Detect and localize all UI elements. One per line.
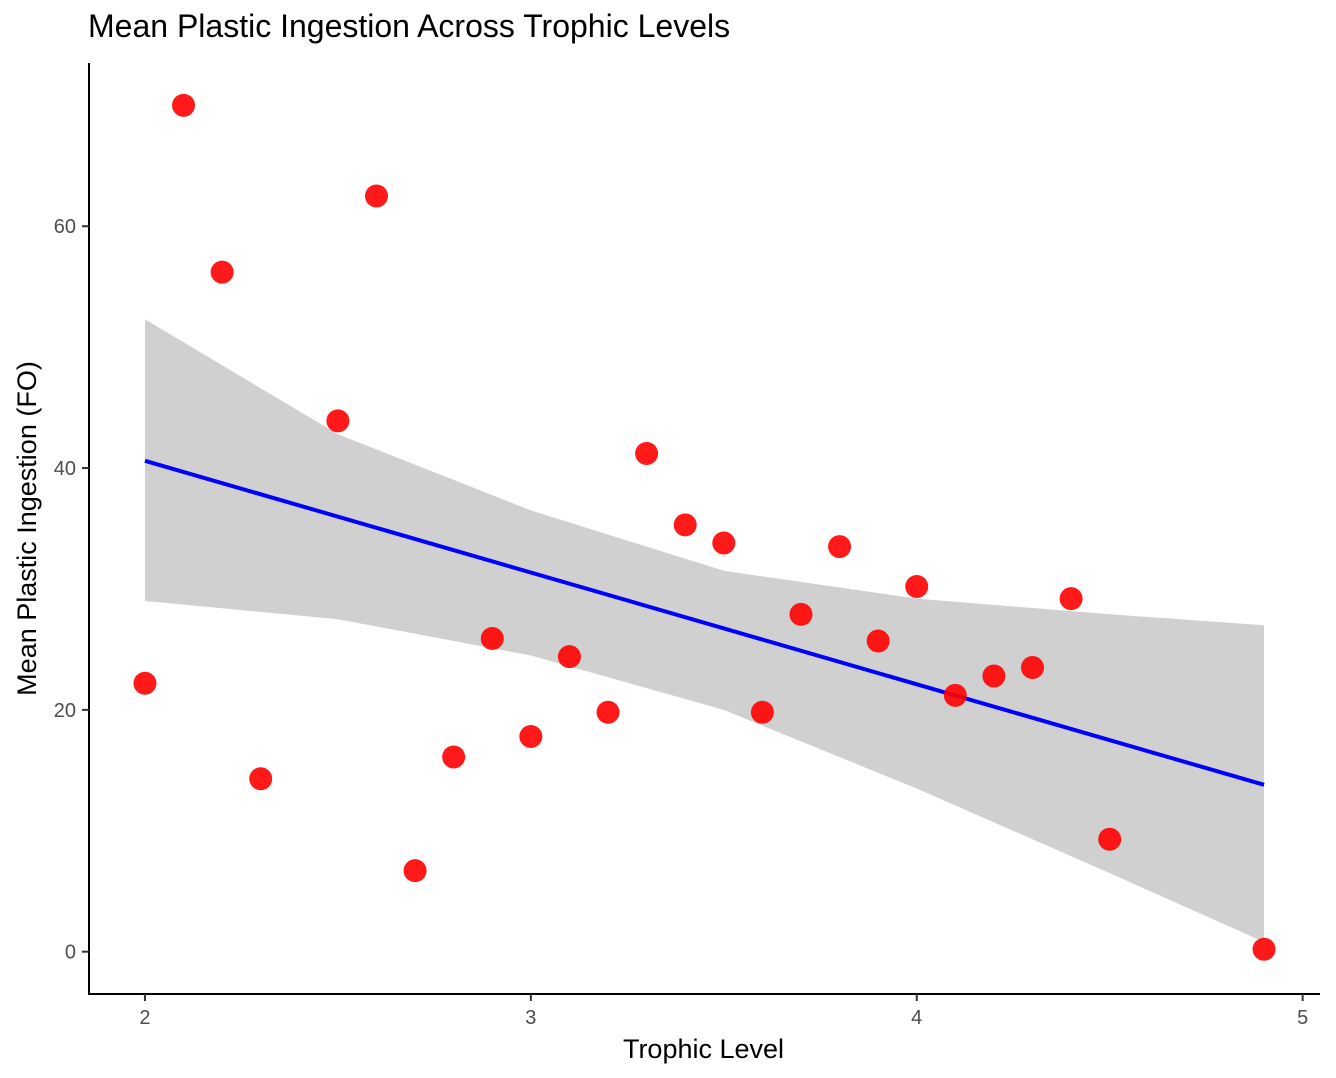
y-tick-label-0: 0 [65, 942, 76, 964]
data-point-17 [828, 535, 852, 559]
y-tick-label-60: 60 [54, 216, 76, 238]
data-point-11 [596, 700, 620, 724]
data-point-23 [1059, 587, 1083, 611]
x-tick-label-4: 4 [911, 1007, 922, 1029]
data-point-2 [210, 260, 234, 284]
data-point-5 [364, 184, 388, 208]
x-tick-label-2: 2 [139, 1007, 150, 1029]
data-point-12 [635, 442, 659, 466]
data-point-21 [982, 664, 1006, 688]
data-point-9 [519, 724, 543, 748]
confidence-band-layer [145, 319, 1264, 942]
data-point-15 [750, 700, 774, 724]
data-point-8 [480, 627, 504, 651]
fit-line-layer [144, 458, 1265, 787]
y-tick-label-40: 40 [54, 458, 76, 480]
data-point-10 [557, 645, 581, 669]
axes-layer: 2 3 4 5 0 20 40 60 Trophic Level Mean Plastic Ing… [12, 63, 1320, 1064]
data-point-4 [326, 409, 350, 433]
points-layer [133, 93, 1276, 961]
data-point-14 [712, 531, 736, 555]
data-point-19 [905, 575, 929, 599]
regression-line [144, 458, 1265, 787]
x-axis-title: Trophic Level [623, 1034, 784, 1064]
y-tick-label-20: 20 [54, 700, 76, 722]
data-point-16 [789, 602, 813, 626]
y-axis-title: Mean Plastic Ingestion (FO) [12, 361, 42, 696]
data-point-6 [403, 859, 427, 883]
data-point-7 [442, 745, 466, 769]
data-point-13 [673, 513, 697, 537]
chart-title: Mean Plastic Ingestion Across Trophic Le… [88, 8, 731, 44]
data-point-1 [172, 93, 196, 117]
data-point-20 [943, 683, 967, 707]
data-point-25 [1252, 937, 1276, 961]
data-point-3 [249, 767, 273, 791]
data-point-0 [133, 671, 157, 695]
x-tick-label-5: 5 [1297, 1007, 1308, 1029]
data-point-24 [1098, 827, 1122, 851]
confidence-band [145, 319, 1264, 942]
x-tick-label-3: 3 [525, 1007, 536, 1029]
data-point-22 [1021, 656, 1045, 680]
data-point-18 [866, 629, 890, 653]
